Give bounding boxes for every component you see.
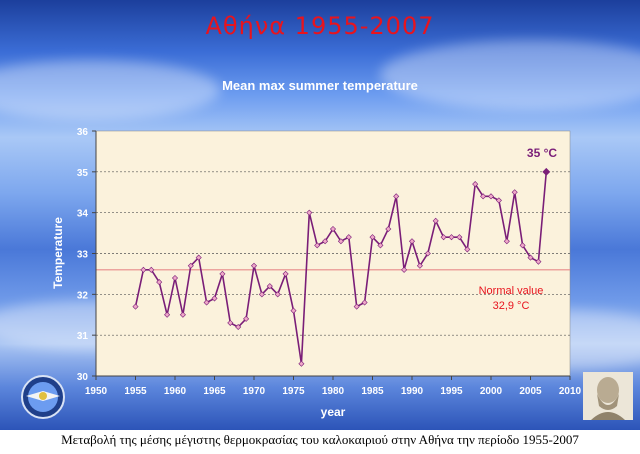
x-tick-label: 2000 bbox=[480, 386, 503, 397]
aristotle-bust-icon bbox=[583, 372, 633, 420]
data-point bbox=[369, 234, 376, 241]
x-tick-label: 1975 bbox=[282, 386, 305, 397]
x-tick-label: 1970 bbox=[243, 386, 266, 397]
data-point bbox=[298, 360, 305, 367]
slide-background: Αθήνα 1955-2007 Mean max summer temperat… bbox=[0, 0, 640, 430]
slide-title: Αθήνα 1955-2007 bbox=[205, 12, 435, 40]
normal-value-number: 32,9 °C bbox=[493, 300, 530, 312]
y-tick-label: 36 bbox=[77, 127, 89, 138]
data-point bbox=[408, 238, 416, 245]
data-markers bbox=[132, 167, 551, 367]
peak-label: 35 °C bbox=[527, 146, 557, 160]
data-point bbox=[329, 225, 337, 233]
data-point bbox=[290, 307, 297, 314]
data-point bbox=[274, 291, 281, 298]
grid-lines bbox=[96, 171, 570, 336]
data-point bbox=[519, 242, 526, 249]
y-tick-label: 35 bbox=[77, 168, 89, 179]
data-point bbox=[282, 270, 289, 277]
x-tick-label: 1965 bbox=[203, 386, 226, 397]
data-point bbox=[487, 193, 495, 200]
data-point bbox=[495, 197, 502, 204]
data-point bbox=[464, 246, 471, 253]
x-tick-label: 2005 bbox=[519, 386, 542, 397]
data-point bbox=[179, 311, 186, 318]
data-point bbox=[219, 270, 226, 277]
air-force-emblem-icon bbox=[21, 375, 65, 419]
data-point bbox=[187, 262, 194, 269]
axes bbox=[92, 130, 571, 380]
x-tick-label: 1950 bbox=[85, 386, 108, 397]
cloud-decoration bbox=[0, 60, 220, 120]
data-point bbox=[503, 238, 510, 245]
x-tick-label: 1955 bbox=[124, 386, 147, 397]
y-tick-label: 32 bbox=[77, 290, 89, 301]
data-point bbox=[235, 323, 242, 331]
data-point bbox=[243, 315, 250, 322]
data-point bbox=[195, 254, 202, 261]
y-tick-label: 30 bbox=[77, 372, 89, 383]
temperature-chart: 30 31 32 33 34 35 36 1950 1955 1960 1965 1970 1975 19… bbox=[51, 127, 582, 419]
data-point bbox=[401, 266, 408, 273]
data-point bbox=[527, 254, 534, 261]
x-tick-label: 1995 bbox=[440, 386, 463, 397]
data-point bbox=[377, 242, 384, 249]
data-point bbox=[148, 266, 155, 273]
data-point bbox=[448, 234, 455, 241]
data-point bbox=[456, 234, 463, 241]
data-point bbox=[393, 193, 400, 200]
y-tick-label: 31 bbox=[77, 331, 89, 342]
x-tick-label: 1980 bbox=[322, 386, 345, 397]
data-point bbox=[306, 209, 313, 216]
data-point bbox=[416, 262, 423, 269]
data-point bbox=[432, 217, 439, 224]
y-tick-label: 34 bbox=[77, 209, 89, 220]
figure-caption: Μεταβολή της μέσης μέγιστης θερμοκρασίας… bbox=[61, 432, 579, 447]
x-tick-label: 1985 bbox=[361, 386, 384, 397]
data-point bbox=[250, 262, 258, 269]
data-point-peak bbox=[542, 167, 551, 176]
data-point bbox=[440, 234, 447, 241]
data-point bbox=[480, 193, 487, 200]
chart-title: Mean max summer temperature bbox=[222, 78, 418, 93]
data-point bbox=[266, 283, 273, 290]
y-tick-label: 33 bbox=[77, 250, 89, 261]
data-point bbox=[203, 299, 210, 306]
data-point bbox=[337, 238, 344, 245]
x-tick-label: 2010 bbox=[559, 386, 582, 397]
data-point bbox=[171, 274, 179, 282]
x-axis-label: year bbox=[321, 405, 346, 419]
data-point bbox=[353, 303, 360, 310]
x-tick-label: 1990 bbox=[401, 386, 424, 397]
x-tick-label: 1960 bbox=[164, 386, 187, 397]
data-point bbox=[140, 266, 147, 273]
data-point bbox=[361, 299, 368, 306]
data-point bbox=[156, 279, 163, 286]
data-point bbox=[511, 189, 518, 196]
data-point bbox=[314, 242, 321, 249]
data-point bbox=[322, 238, 329, 245]
data-point bbox=[227, 319, 234, 326]
data-point bbox=[211, 295, 218, 302]
normal-value-label: Normal value bbox=[479, 285, 544, 297]
data-point bbox=[258, 291, 265, 298]
data-point bbox=[424, 250, 431, 257]
y-axis-label: Temperature bbox=[51, 217, 65, 289]
data-point bbox=[472, 181, 479, 188]
data-point bbox=[345, 234, 352, 241]
tick-labels: 30 31 32 33 34 35 36 1950 1955 1960 1965 1970 1975 19… bbox=[77, 127, 582, 397]
data-point bbox=[132, 303, 139, 310]
cloud-decoration bbox=[380, 40, 640, 110]
data-point bbox=[535, 258, 542, 265]
data-point bbox=[164, 311, 171, 318]
data-point bbox=[385, 225, 392, 233]
